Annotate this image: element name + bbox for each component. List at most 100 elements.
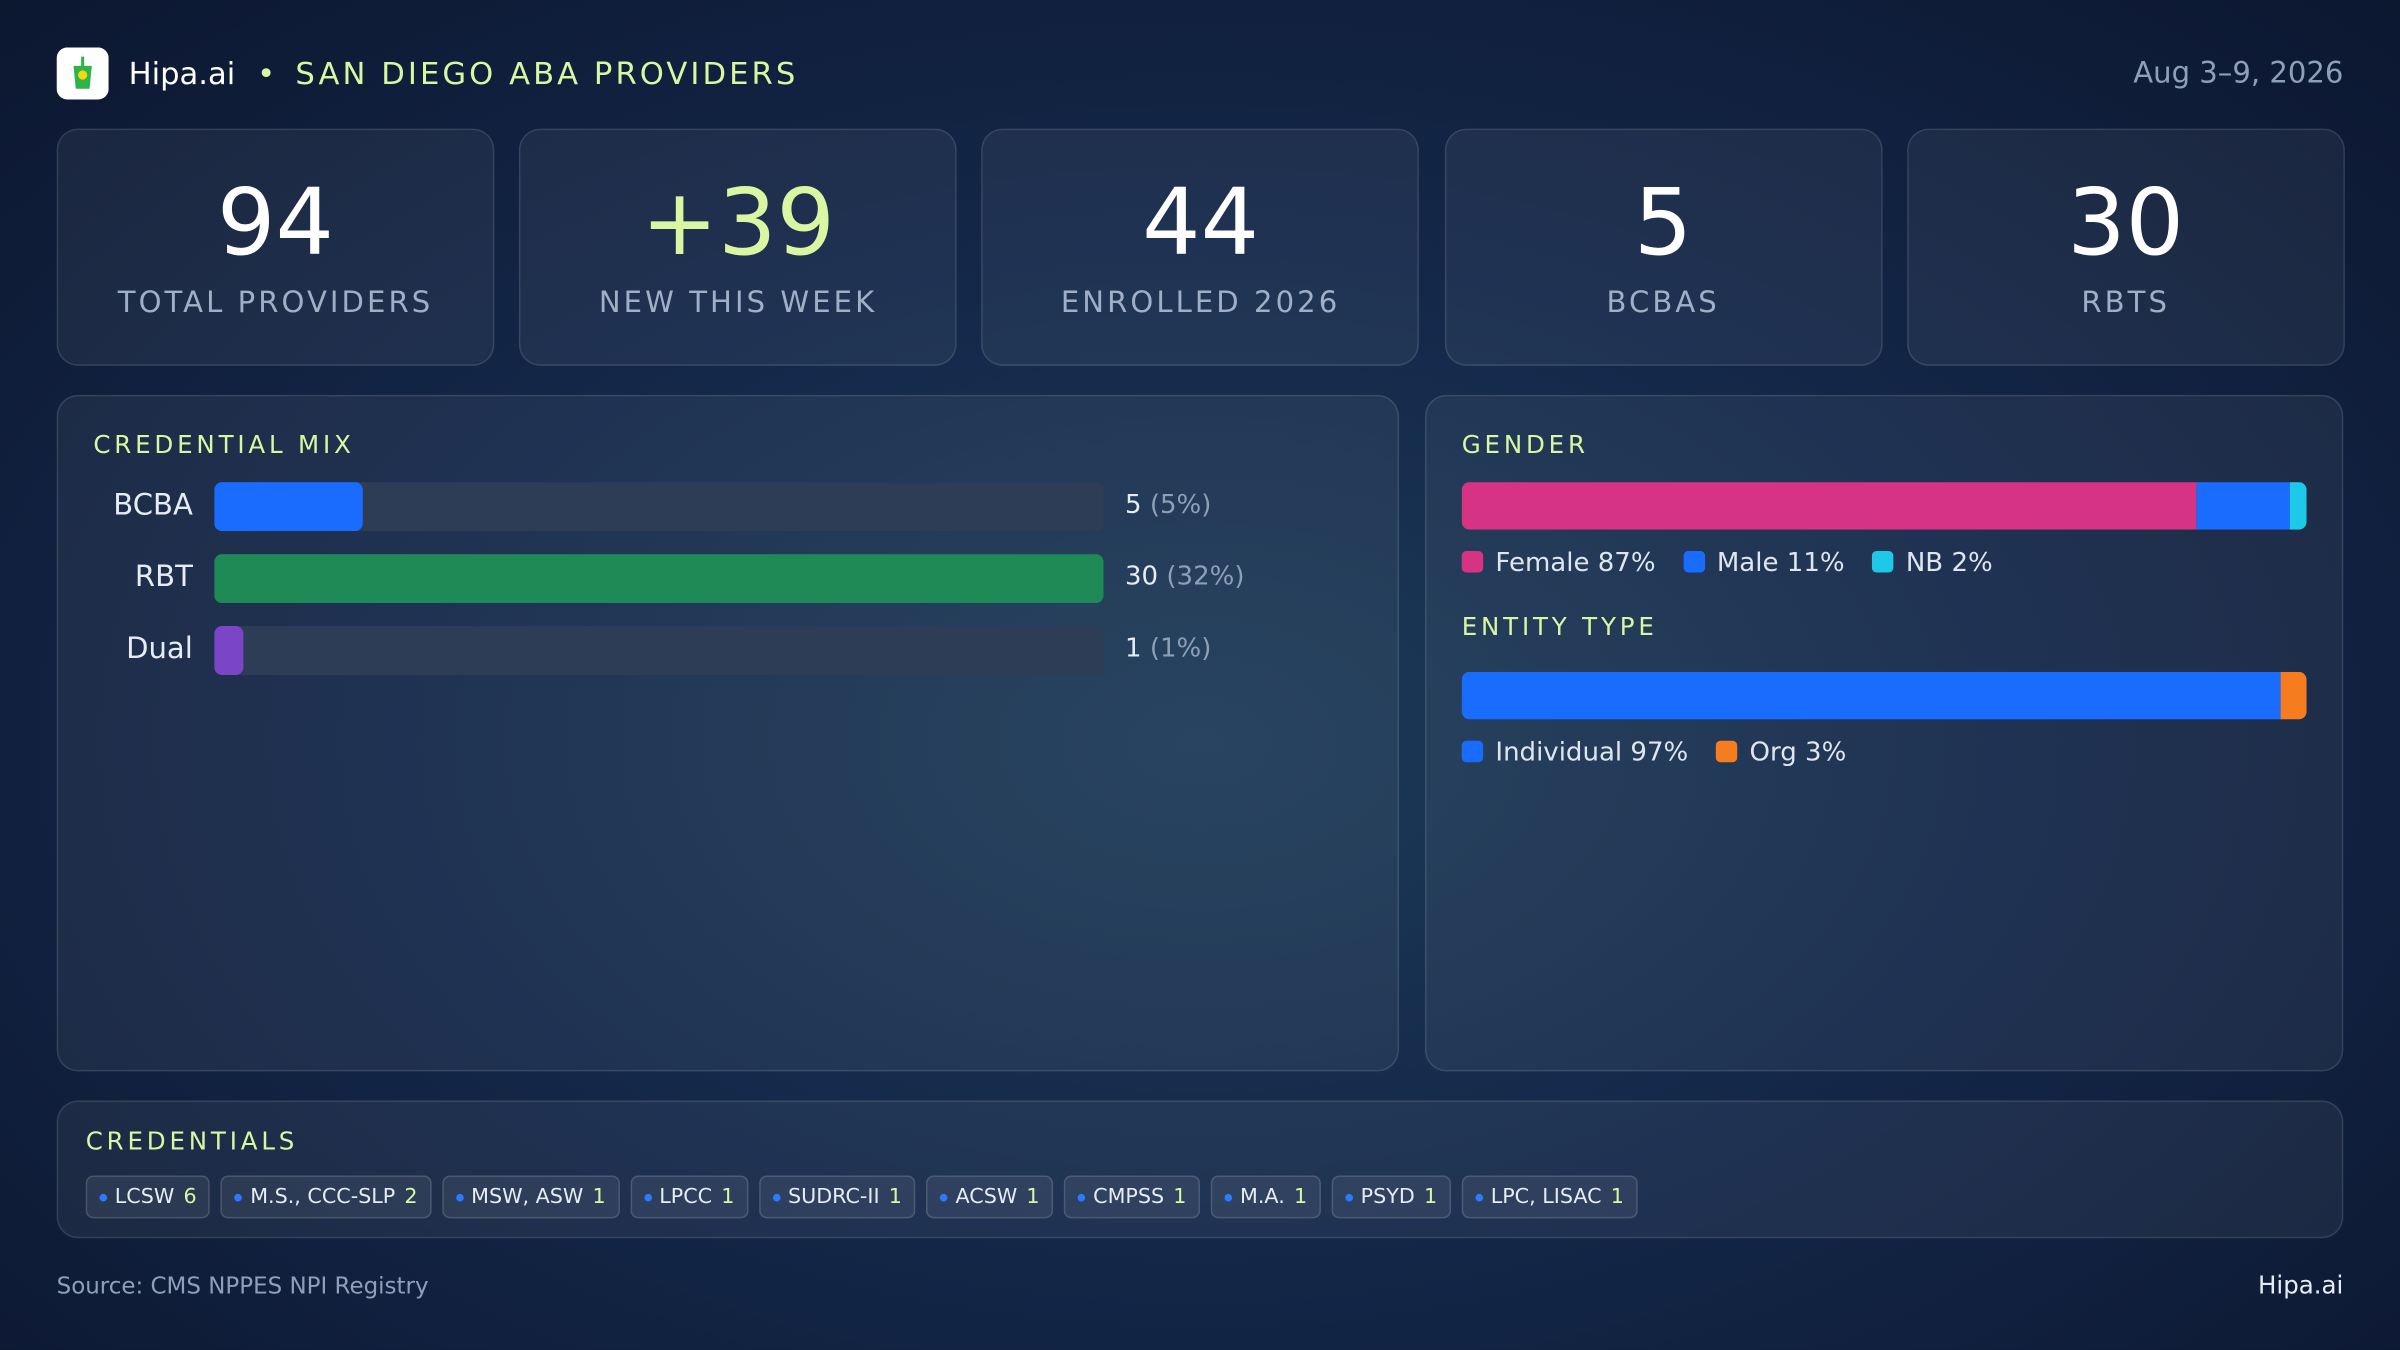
chip-count: 1 — [1173, 1184, 1187, 1210]
chip-name: ACSW — [955, 1184, 1018, 1210]
chip-name: M.A. — [1240, 1184, 1285, 1210]
kpi-label: NEW THIS WEEK — [598, 286, 878, 320]
chip-dot — [1475, 1193, 1484, 1201]
date-range: Aug 3–9, 2026 — [2133, 56, 2344, 91]
chip-count: 1 — [1423, 1184, 1438, 1210]
chip-count: 1 — [1293, 1184, 1308, 1210]
chip-name: CMPSS — [1093, 1184, 1165, 1210]
percent: (32%) — [1166, 561, 1245, 593]
chip-count: 2 — [404, 1184, 418, 1210]
credential-chip: M.A. 1 — [1210, 1175, 1321, 1219]
chip-count: 1 — [1026, 1184, 1040, 1210]
chip-count: 1 — [888, 1184, 902, 1210]
chip-name: SUDRC-II — [788, 1184, 880, 1210]
bar — [214, 626, 244, 675]
bar-segment — [2196, 482, 2290, 530]
value-label: 1 (1%) — [1125, 634, 1211, 665]
legend: Individual 97% Org 3% — [1461, 737, 1847, 769]
kpi-card: 44 ENROLLED 2026 — [981, 128, 1420, 366]
legend-item: Male 11% — [1683, 547, 1845, 579]
credential-chip: LPCC 1 — [630, 1175, 749, 1219]
value: 5 — [1124, 489, 1142, 521]
chip-dot — [772, 1193, 781, 1201]
credential-chip: ACSW 1 — [926, 1175, 1054, 1219]
kpi-value: 94 — [217, 169, 334, 278]
legend-swatch — [1715, 740, 1738, 763]
chip-dot — [643, 1193, 652, 1201]
footer-brand: Hipa.ai — [2257, 1270, 2344, 1300]
kpi-label: RBTS — [2081, 286, 2171, 320]
section-title: CREDENTIALS — [85, 1126, 299, 1156]
kpi-card: +39 NEW THIS WEEK — [519, 128, 957, 366]
kpi-label: TOTAL PROVIDERS — [117, 286, 434, 320]
legend-name: Male — [1716, 547, 1779, 579]
legend-value: 11% — [1786, 547, 1845, 579]
chip-count: 1 — [1610, 1184, 1624, 1210]
chip-name: LPCC — [659, 1184, 713, 1210]
credential-chip: LPC, LISAC 1 — [1461, 1175, 1638, 1219]
kpi-card: 5 BCBAS — [1444, 128, 1883, 366]
kpi-value: 44 — [1142, 169, 1260, 278]
legend-value: 97% — [1630, 737, 1689, 769]
bar — [214, 554, 1104, 604]
legend-swatch — [1461, 740, 1484, 763]
demographics-panel: GENDER Female 87% Male 11% NB 2% ENTITY TY… — [1424, 394, 2344, 1072]
credentials-panel: CREDENTIALS LCSW 6 M.S., CCC-SLP 2 MSW, ASW 1… — [56, 1100, 2344, 1239]
chip-name: M.S., CCC-SLP — [250, 1184, 396, 1210]
bar-segment — [2289, 482, 2307, 530]
credential-chip: SUDRC-II 1 — [758, 1175, 916, 1219]
value-label: 5 (5%) — [1125, 490, 1211, 521]
kpi-card: 30 RBTS — [1906, 128, 2345, 366]
credential-mix-panel: CREDENTIAL MIX BCBA 5 (5%) RBT 30 (32%) Dual… — [56, 394, 1399, 1072]
bar-track — [214, 554, 1104, 604]
legend-item: NB 2% — [1872, 548, 1993, 579]
section-title: GENDER — [1461, 430, 1589, 460]
chip-name: LCSW — [114, 1184, 175, 1210]
legend-item: Individual 97% — [1461, 737, 1689, 769]
legend-value: 3% — [1805, 737, 1847, 769]
percent: (5%) — [1149, 489, 1212, 521]
kpi-label: BCBAS — [1606, 286, 1720, 320]
credential-chip: PSYD 1 — [1331, 1175, 1451, 1219]
stacked-bar — [1461, 482, 2307, 530]
logo — [56, 47, 109, 100]
kpi-card: 94 TOTAL PROVIDERS — [56, 128, 495, 366]
kpi-value: 5 — [1633, 169, 1693, 278]
bar-label: Dual — [126, 632, 193, 666]
legend-item: Female 87% — [1461, 547, 1656, 579]
chip-dot — [455, 1193, 464, 1201]
section-title: ENTITY TYPE — [1461, 612, 1658, 642]
bar-track — [214, 482, 1104, 532]
credential-chip: M.S., CCC-SLP 2 — [221, 1175, 432, 1219]
bar-label: RBT — [134, 560, 193, 594]
separator: • — [257, 55, 276, 92]
legend: Female 87% Male 11% NB 2% — [1461, 547, 1993, 579]
chip-dot — [1077, 1193, 1086, 1201]
legend-value: 87% — [1597, 547, 1656, 579]
chip-name: LPC, LISAC — [1490, 1184, 1602, 1210]
chip-count: 1 — [721, 1184, 735, 1210]
bar-segment — [2281, 671, 2307, 720]
legend-name: Female — [1495, 547, 1590, 579]
chip-dot — [234, 1193, 243, 1201]
chip-dot — [1345, 1193, 1354, 1201]
credential-chip: CMPSS 1 — [1064, 1175, 1201, 1219]
value: 30 — [1124, 561, 1159, 593]
chip-dot — [99, 1193, 108, 1201]
chip-count: 1 — [592, 1184, 606, 1210]
stacked-bar — [1461, 671, 2307, 720]
bar-track — [214, 626, 1104, 675]
value-label: 30 (32%) — [1125, 562, 1245, 593]
credential-chip: LCSW 6 — [85, 1175, 211, 1219]
section-title: CREDENTIAL MIX — [93, 430, 355, 460]
source-note: Source: CMS NPPES NPI Registry — [56, 1271, 429, 1300]
kpi-value: 30 — [2067, 169, 2185, 278]
legend-value: 2% — [1951, 547, 1993, 579]
legend-name: Org — [1749, 737, 1797, 769]
legend-swatch — [1461, 551, 1484, 573]
brand: Hipa.ai — [128, 55, 236, 92]
bar-segment — [1461, 671, 2282, 720]
bar — [214, 482, 363, 532]
legend-item: Org 3% — [1715, 737, 1847, 769]
